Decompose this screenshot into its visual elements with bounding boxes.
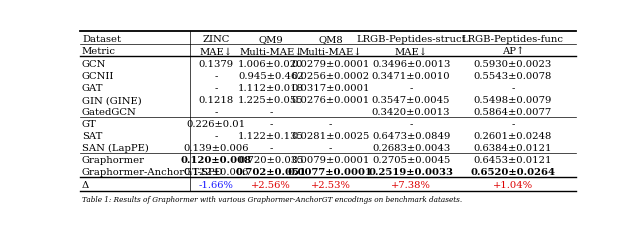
Text: -: - <box>214 132 218 141</box>
Text: LRGB-Peptides-func: LRGB-Peptides-func <box>462 35 564 44</box>
Text: -: - <box>329 144 332 153</box>
Text: Graphormer-AnchorGT-SPD: Graphormer-AnchorGT-SPD <box>82 168 223 177</box>
Text: GCNII: GCNII <box>82 72 115 81</box>
Text: ZINC: ZINC <box>203 35 230 44</box>
Text: 0.139±0.006: 0.139±0.006 <box>184 144 249 153</box>
Text: 0.0276±0.0001: 0.0276±0.0001 <box>291 96 370 105</box>
Text: +7.38%: +7.38% <box>391 181 431 190</box>
Text: GT: GT <box>82 120 97 129</box>
Text: Δ: Δ <box>82 181 89 190</box>
Text: 1.122±0.135: 1.122±0.135 <box>238 132 304 141</box>
Text: 1.225±0.055: 1.225±0.055 <box>238 96 304 105</box>
Text: 1.112±0.018: 1.112±0.018 <box>238 84 304 93</box>
Text: Graphormer: Graphormer <box>82 156 145 165</box>
Text: 0.0317±0.0001: 0.0317±0.0001 <box>291 84 370 93</box>
Text: GatedGCN: GatedGCN <box>82 108 137 117</box>
Text: 0.3547±0.0045: 0.3547±0.0045 <box>372 96 451 105</box>
Text: 0.120±0.008: 0.120±0.008 <box>181 156 252 165</box>
Text: 0.945±0.462: 0.945±0.462 <box>238 72 304 81</box>
Text: -: - <box>214 72 218 81</box>
Text: Multi-MAE↓: Multi-MAE↓ <box>299 47 362 56</box>
Text: -: - <box>269 144 273 153</box>
Text: 0.0279±0.0001: 0.0279±0.0001 <box>291 60 370 69</box>
Text: MAE↓: MAE↓ <box>200 47 233 56</box>
Text: MAE↓: MAE↓ <box>394 47 428 56</box>
Text: 0.2519±0.0033: 0.2519±0.0033 <box>369 168 454 177</box>
Text: AP↑: AP↑ <box>502 47 524 56</box>
Text: -: - <box>214 84 218 93</box>
Text: 0.2601±0.0248: 0.2601±0.0248 <box>474 132 552 141</box>
Text: 0.0079±0.0001: 0.0079±0.0001 <box>291 156 370 165</box>
Text: 1.006±0.020: 1.006±0.020 <box>238 60 304 69</box>
Text: Multi-MAE↓: Multi-MAE↓ <box>239 47 303 56</box>
Text: 0.6384±0.0121: 0.6384±0.0121 <box>474 144 552 153</box>
Text: 0.0281±0.0025: 0.0281±0.0025 <box>291 132 370 141</box>
Text: +1.04%: +1.04% <box>493 181 533 190</box>
Text: GAT: GAT <box>82 84 104 93</box>
Text: 0.1379: 0.1379 <box>199 60 234 69</box>
Text: -: - <box>511 120 515 129</box>
Text: Metric: Metric <box>82 47 116 56</box>
Text: Table 1: Results of Graphormer with various Graphormer-AnchorGT encodings on ben: Table 1: Results of Graphormer with vari… <box>82 195 462 203</box>
Text: +2.56%: +2.56% <box>251 181 291 190</box>
Text: 0.6473±0.0849: 0.6473±0.0849 <box>372 132 451 141</box>
Text: 0.5930±0.0023: 0.5930±0.0023 <box>474 60 552 69</box>
Text: -: - <box>410 84 413 93</box>
Text: 0.5498±0.0079: 0.5498±0.0079 <box>474 96 552 105</box>
Text: QM9: QM9 <box>259 35 284 44</box>
Text: 0.6520±0.0264: 0.6520±0.0264 <box>470 168 556 177</box>
Text: 0.2683±0.0043: 0.2683±0.0043 <box>372 144 450 153</box>
Text: 0.3496±0.0013: 0.3496±0.0013 <box>372 60 451 69</box>
Text: 0.226±0.01: 0.226±0.01 <box>187 120 246 129</box>
Text: 0.720±0.035: 0.720±0.035 <box>238 156 304 165</box>
Text: Dataset: Dataset <box>82 35 121 44</box>
Text: -: - <box>410 120 413 129</box>
Text: LRGB-Peptides-struct: LRGB-Peptides-struct <box>356 35 466 44</box>
Text: +2.53%: +2.53% <box>310 181 351 190</box>
Text: 0.5864±0.0077: 0.5864±0.0077 <box>474 108 552 117</box>
Text: 0.6453±0.0121: 0.6453±0.0121 <box>474 156 552 165</box>
Text: -: - <box>511 84 515 93</box>
Text: -1.66%: -1.66% <box>199 181 234 190</box>
Text: -: - <box>269 120 273 129</box>
Text: 0.0077±0.0001: 0.0077±0.0001 <box>288 168 373 177</box>
Text: 0.0256±0.0002: 0.0256±0.0002 <box>291 72 369 81</box>
Text: -: - <box>329 120 332 129</box>
Text: 0.2705±0.0045: 0.2705±0.0045 <box>372 156 451 165</box>
Text: 0.3471±0.0010: 0.3471±0.0010 <box>372 72 451 81</box>
Text: QM8: QM8 <box>318 35 343 44</box>
Text: -: - <box>214 108 218 117</box>
Text: 0.3420±0.0013: 0.3420±0.0013 <box>372 108 451 117</box>
Text: 0.1218: 0.1218 <box>199 96 234 105</box>
Text: 0.5543±0.0078: 0.5543±0.0078 <box>474 72 552 81</box>
Text: 0.122±0.006: 0.122±0.006 <box>184 168 249 177</box>
Text: SAN (LapPE): SAN (LapPE) <box>82 144 149 153</box>
Text: -: - <box>269 108 273 117</box>
Text: SAT: SAT <box>82 132 102 141</box>
Text: GIN (GINE): GIN (GINE) <box>82 96 141 105</box>
Text: 0.702±0.051: 0.702±0.051 <box>236 168 307 177</box>
Text: GCN: GCN <box>82 60 106 69</box>
